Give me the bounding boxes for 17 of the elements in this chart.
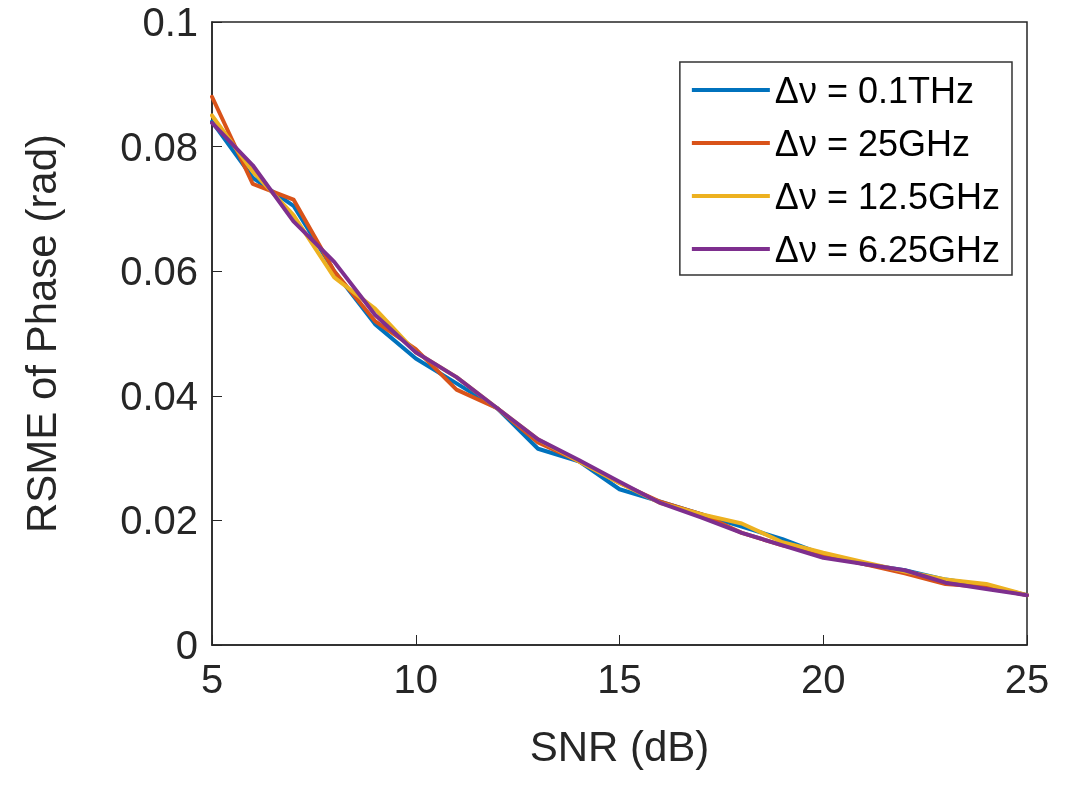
legend-label: Δν = 6.25GHz xyxy=(774,228,1000,270)
legend-label: Δν = 12.5GHz xyxy=(774,175,1000,217)
x-tick-label: 5 xyxy=(200,657,224,701)
y-axis-title: RSME of Phase (rad) xyxy=(17,133,65,534)
x-tick-label: 10 xyxy=(393,657,438,701)
x-tick-label: 15 xyxy=(597,657,642,701)
y-tick-label: 0.04 xyxy=(120,373,198,418)
y-tick-label: 0.08 xyxy=(120,124,198,169)
legend-label: Δν = 0.1THz xyxy=(774,69,974,111)
y-tick-label: 0.02 xyxy=(120,498,198,543)
y-tick-label: 0 xyxy=(175,623,198,667)
y-tick-label: 0.06 xyxy=(120,249,198,294)
legend-label: Δν = 25GHz xyxy=(774,122,970,164)
x-tick-label: 20 xyxy=(801,657,846,701)
y-tick-label: 0.1 xyxy=(142,0,198,44)
x-axis-title: SNR (dB) xyxy=(529,722,710,770)
x-tick-label: 25 xyxy=(1004,657,1050,701)
